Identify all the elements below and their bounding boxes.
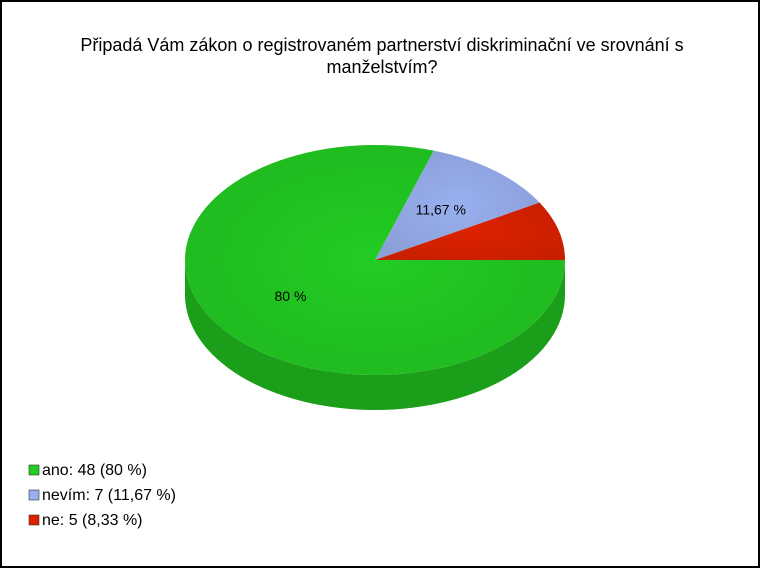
- data-label: 80 %: [274, 288, 306, 304]
- legend-label: ano: 48 (80 %): [42, 462, 147, 479]
- legend-swatch: [28, 464, 40, 476]
- legend-label: ne: 5 (8,33 %): [42, 512, 143, 529]
- legend-label: nevím: 7 (11,67 %): [42, 487, 176, 504]
- pie-slice: [185, 144, 565, 375]
- legend-swatch: [28, 489, 40, 501]
- chart-title: Připadá Vám zákon o registrovaném partne…: [80, 35, 684, 77]
- legend: ano: 48 (80 %) nevím: 7 (11,67 %) ne: 5 (8…: [28, 462, 176, 529]
- data-label: 11,67 %: [416, 202, 466, 218]
- pie-slice-side: [185, 260, 565, 410]
- pie-slice: [375, 150, 540, 260]
- pie-slice: [375, 202, 566, 260]
- legend-swatch: [28, 514, 40, 526]
